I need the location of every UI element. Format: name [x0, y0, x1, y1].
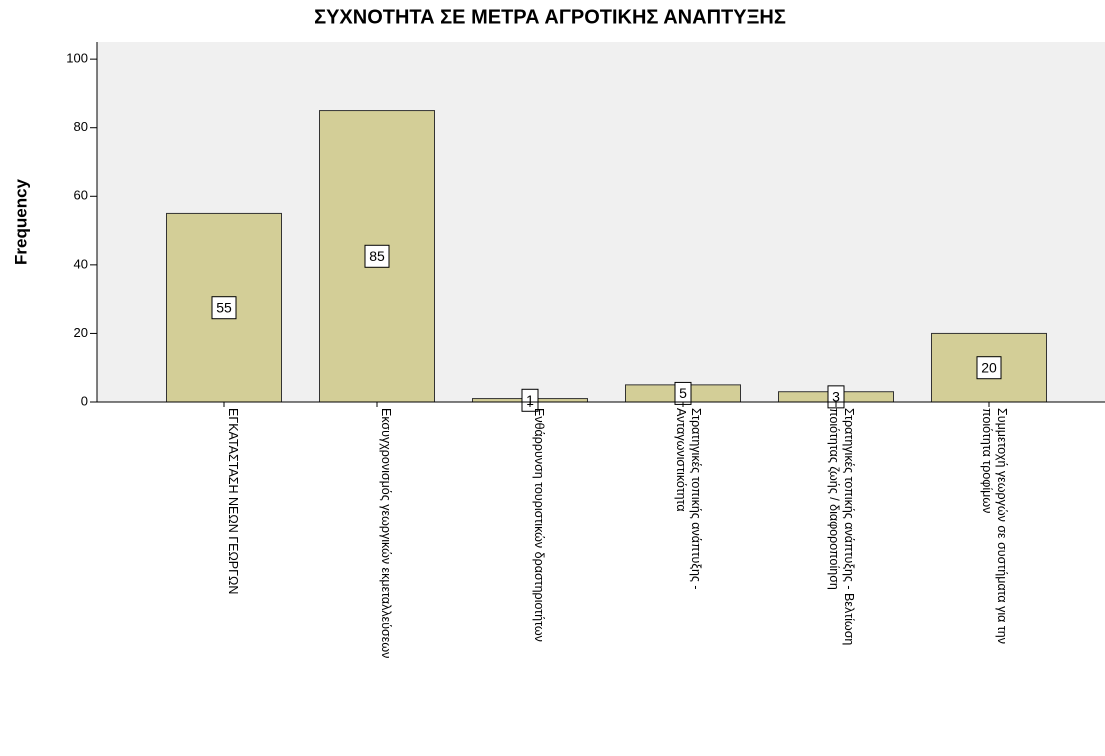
value-label: 5 — [679, 385, 687, 401]
value-label: 20 — [981, 359, 997, 375]
value-label-box — [521, 388, 539, 412]
bar — [166, 212, 282, 403]
x-tick-label: ΕΓΚΑΤΑΣΤΑΣΗ ΝΕΩΝ ΓΕΩΡΓΩΝ — [226, 408, 240, 594]
value-label: 85 — [369, 248, 385, 264]
y-tick-label: 40 — [74, 256, 88, 271]
value-label: 1 — [526, 392, 534, 408]
x-tick-label-line: Συμμετοχή γεωργών σε συστήματα για την — [995, 408, 1009, 644]
x-tick-label: Στρατηγικές τοπικής ανάπτυξης -Ανταγωνισ… — [674, 408, 703, 590]
y-tick-label: 20 — [74, 325, 88, 340]
value-label-box — [211, 296, 237, 320]
x-tick-label: Στρατηγικές τοπικής ανάπτυξης - Βελτίωση… — [827, 408, 856, 645]
x-tick-label: Ενθάρρυνση τουριστικών δραστηριοτήτων — [532, 408, 546, 642]
y-tick-label: 0 — [81, 393, 88, 408]
y-tick-label: 60 — [74, 188, 88, 203]
x-tick-label-line: ποιότητα τροφίμων — [980, 408, 994, 513]
value-label: 3 — [832, 389, 840, 405]
x-tick-label-line: Ανταγωνιστικότητα — [674, 408, 688, 512]
x-tick-label-line: Στρατηγικές τοπικής ανάπτυξης - — [689, 408, 703, 590]
value-label: 55 — [216, 299, 232, 315]
x-tick-label-line: ΕΓΚΑΤΑΣΤΑΣΗ ΝΕΩΝ ΓΕΩΡΓΩΝ — [226, 408, 240, 594]
x-tick-label: Εκσυγχρονισμός γεωργικών εκμεταλλεύσεων — [379, 408, 393, 658]
y-tick-label: 100 — [66, 51, 88, 66]
x-tick-label-line: Στρατηγικές τοπικής ανάπτυξης - Βελτίωση — [842, 408, 856, 645]
x-tick-label-line: ποιότητας ζωής / διαφοροποίηση — [827, 408, 841, 590]
y-axis-label: Frequency — [11, 178, 30, 265]
x-tick-label-line: Ενθάρρυνση τουριστικών δραστηριοτήτων — [532, 408, 546, 642]
value-label-box — [976, 356, 1002, 380]
value-label-box — [364, 244, 390, 268]
x-tick-label: Συμμετοχή γεωργών σε συστήματα για τηνπο… — [980, 408, 1009, 644]
x-tick-label-line: Εκσυγχρονισμός γεωργικών εκμεταλλεύσεων — [379, 408, 393, 658]
y-tick-label: 80 — [74, 119, 88, 134]
chart-title: ΣΥΧΝΟΤΗΤΑ ΣΕ ΜΕΤΡΑ ΑΓΡΟΤΙΚΗΣ ΑΝΑΠΤΥΞΗΣ — [314, 6, 786, 28]
